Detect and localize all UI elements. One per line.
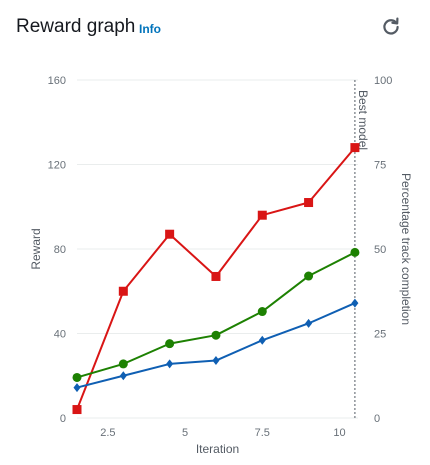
y-axis-ticks: 0 40 80 120 160 — [48, 75, 66, 425]
data-point[interactable] — [257, 210, 267, 220]
y2-axis-ticks: 0 25 50 75 100 — [374, 75, 392, 425]
data-point[interactable] — [304, 198, 314, 208]
data-point[interactable] — [351, 298, 359, 308]
data-point[interactable] — [350, 143, 360, 153]
y-tick-label: 120 — [48, 160, 66, 172]
info-link[interactable]: Info — [139, 22, 161, 36]
data-point[interactable] — [72, 405, 82, 415]
data-point[interactable] — [119, 371, 127, 381]
data-point[interactable] — [211, 271, 221, 281]
refresh-button[interactable] — [377, 13, 405, 41]
data-point[interactable] — [165, 229, 175, 239]
y2-tick-label: 75 — [374, 160, 386, 172]
best-model-label: Best model — [356, 90, 370, 150]
data-point[interactable] — [305, 318, 313, 328]
page-title: Reward graph — [16, 16, 136, 37]
data-point[interactable] — [211, 330, 221, 340]
x-tick-label: 2.5 — [100, 427, 115, 439]
data-point[interactable] — [350, 247, 360, 257]
data-point[interactable] — [166, 359, 174, 369]
data-point[interactable] — [212, 356, 220, 366]
y2-tick-label: 0 — [374, 413, 380, 425]
data-point[interactable] — [73, 383, 81, 393]
x-axis-label: Iteration — [196, 442, 239, 456]
data-point[interactable] — [118, 286, 128, 296]
data-point[interactable] — [72, 372, 82, 382]
refresh-icon — [383, 17, 399, 35]
y2-axis-label: Percentage track completion — [399, 173, 413, 325]
data-point[interactable] — [165, 339, 175, 349]
panel-header: Reward graph Info — [0, 0, 430, 56]
data-point[interactable] — [304, 271, 314, 281]
y2-tick-label: 50 — [374, 244, 386, 256]
y2-tick-label: 25 — [374, 329, 386, 341]
series-line — [76, 302, 356, 389]
y-tick-label: 80 — [54, 244, 66, 256]
y-tick-label: 40 — [54, 329, 66, 341]
data-point[interactable] — [118, 359, 128, 369]
data-point[interactable] — [257, 307, 267, 317]
y-tick-label: 0 — [60, 413, 66, 425]
data-point[interactable] — [258, 335, 266, 345]
y-axis-label: Reward — [29, 228, 43, 269]
y-tick-label: 160 — [48, 75, 66, 87]
chart-grid — [77, 79, 358, 419]
chart-series — [72, 143, 360, 415]
x-tick-label: 7.5 — [255, 427, 270, 439]
x-tick-label: 10 — [333, 427, 345, 439]
x-axis-ticks: 2.5 5 7.5 10 — [100, 427, 345, 439]
x-tick-label: 5 — [182, 427, 188, 439]
y2-tick-label: 100 — [374, 75, 392, 87]
